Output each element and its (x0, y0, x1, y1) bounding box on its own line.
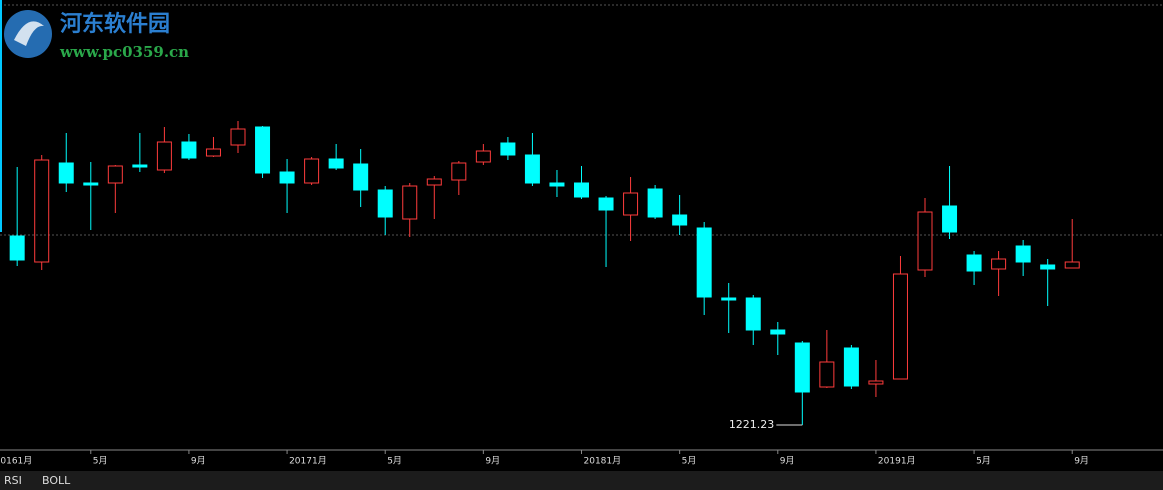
candle-body (377, 189, 393, 218)
candle-body (549, 182, 565, 187)
candle-body (991, 258, 1007, 270)
candle-body (500, 142, 516, 156)
candle-body (475, 150, 491, 163)
logo-mark (14, 21, 44, 46)
watermark-title: 河东软件园 (60, 11, 170, 37)
candle-body (574, 182, 589, 198)
x-tick-label: 9月 (1074, 456, 1089, 467)
candle-body (83, 182, 99, 186)
candle-body (304, 158, 320, 184)
candle-body (205, 148, 221, 157)
candle-body (942, 205, 958, 233)
candle-body (623, 192, 639, 216)
candle-body (255, 126, 271, 174)
x-tick-label: 9月 (485, 456, 500, 467)
x-tick-label: 20161月 (0, 456, 32, 467)
x-tick-label: 5月 (682, 456, 697, 467)
candle-body (451, 162, 467, 181)
candle-body (819, 361, 835, 388)
candle-body (181, 141, 197, 159)
candle-body (328, 158, 344, 169)
watermark-url: www.pc0359.cn (59, 43, 189, 61)
tab-bar (0, 471, 1163, 490)
candle-body (353, 163, 369, 191)
x-tick-label: 5月 (387, 456, 402, 467)
candle-body (58, 162, 74, 184)
x-tick-label: 9月 (191, 456, 206, 467)
candle-body (868, 380, 884, 385)
x-tick-label: 5月 (976, 456, 991, 467)
candle-body (524, 154, 540, 184)
candle-body (279, 171, 295, 184)
candle-body (426, 178, 442, 186)
candle-body (34, 159, 50, 263)
candle-body (132, 164, 148, 168)
candle-body (672, 214, 688, 226)
candle-body (892, 273, 908, 380)
tab[interactable]: RSI (4, 474, 22, 487)
candle-body (1015, 245, 1031, 263)
watermark: 河东软件园 www.pc0359.cn (4, 10, 189, 61)
x-tick-label: 9月 (780, 456, 795, 467)
candle-body (107, 165, 123, 184)
candle-body (696, 227, 712, 298)
x-tick-label: 20191月 (878, 456, 916, 467)
annotation: 1221.23 (729, 418, 775, 431)
candle-body (917, 211, 933, 271)
tab[interactable]: BOLL (42, 474, 71, 487)
candle-body (647, 188, 663, 218)
candle-body (402, 185, 418, 220)
candle-body (745, 297, 761, 331)
x-tick-label: 20181月 (584, 456, 622, 467)
candle-body (794, 342, 810, 393)
x-tick-label: 20171月 (289, 456, 327, 467)
x-tick-label: 5月 (93, 456, 108, 467)
candle-body (1040, 264, 1056, 270)
candle-body (966, 254, 982, 272)
candle-body (230, 128, 246, 146)
candle-body (9, 235, 25, 261)
candle-body (598, 197, 614, 211)
candle-body (843, 347, 859, 387)
candle-body (721, 297, 737, 301)
candle-body (770, 329, 786, 335)
candle-body (1064, 261, 1080, 269)
candle-body (156, 141, 172, 171)
